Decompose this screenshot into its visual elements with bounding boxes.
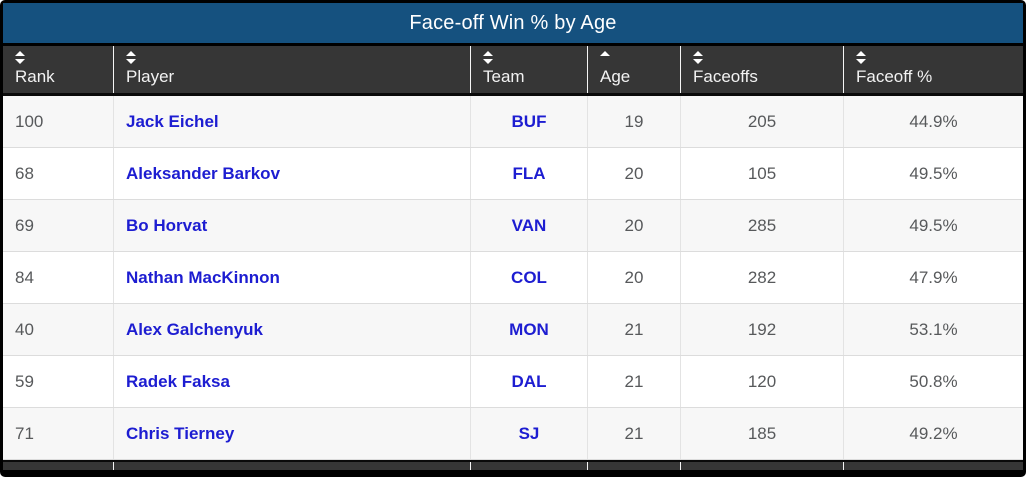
faceoffs-value: 205	[680, 96, 843, 147]
faceoff_pct-value: 49.2%	[843, 408, 1023, 459]
faceoff_pct-value: 49.5%	[843, 148, 1023, 199]
column-header-rank[interactable]: Rank	[3, 46, 113, 93]
faceoff_pct-value: 49.5%	[843, 200, 1023, 251]
faceoff_pct-value: 44.9%	[843, 96, 1023, 147]
player-name-link[interactable]: Aleksander Barkov	[113, 148, 470, 199]
table-title-bar: Face-off Win % by Age	[3, 3, 1023, 43]
player-name-link[interactable]: Bo Horvat	[113, 200, 470, 251]
table-row: 100 Jack Eichel BUF 19 205 44.9%	[3, 96, 1023, 148]
sort-up-arrow-icon	[600, 51, 612, 56]
team-link[interactable]: BUF	[470, 96, 587, 147]
sort-up-down-arrows-icon	[483, 51, 495, 64]
footer-strip-cell	[843, 462, 1023, 470]
team-link[interactable]: DAL	[470, 356, 587, 407]
sort-up-down-arrows-icon	[693, 51, 705, 64]
table-row: 69 Bo Horvat VAN 20 285 49.5%	[3, 200, 1023, 252]
footer-strip-cell	[680, 462, 843, 470]
column-header-player[interactable]: Player	[113, 46, 470, 93]
faceoff_pct-value: 53.1%	[843, 304, 1023, 355]
table-row: 68 Aleksander Barkov FLA 20 105 49.5%	[3, 148, 1023, 200]
footer-strip-cell	[113, 462, 470, 470]
faceoffs-value: 105	[680, 148, 843, 199]
rank-value: 69	[15, 215, 34, 235]
rank-value: 68	[15, 163, 34, 183]
table-row: 40 Alex Galchenyuk MON 21 192 53.1%	[3, 304, 1023, 356]
age-value: 20	[587, 200, 680, 251]
faceoffs-value: 282	[680, 252, 843, 303]
table-title: Face-off Win % by Age	[409, 11, 617, 34]
footer-strip-cell	[587, 462, 680, 470]
player-name-link[interactable]: Chris Tierney	[113, 408, 470, 459]
rank-value: 71	[15, 423, 34, 443]
team-link[interactable]: SJ	[470, 408, 587, 459]
age-value: 21	[587, 356, 680, 407]
age-value: 19	[587, 96, 680, 147]
rank-value: 59	[15, 371, 34, 391]
player-name-link[interactable]: Nathan MacKinnon	[113, 252, 470, 303]
column-header-team[interactable]: Team	[470, 46, 587, 93]
column-header-faceoff_pct[interactable]: Faceoff %	[843, 46, 1023, 93]
team-link[interactable]: FLA	[470, 148, 587, 199]
age-value: 21	[587, 304, 680, 355]
footer-strip-cell	[470, 462, 587, 470]
faceoffs-value: 185	[680, 408, 843, 459]
column-header-label: Rank	[15, 67, 55, 86]
column-header-faceoffs[interactable]: Faceoffs	[680, 46, 843, 93]
faceoffs-value: 285	[680, 200, 843, 251]
column-header-label: Faceoff %	[856, 67, 933, 86]
column-header-label: Team	[483, 67, 525, 86]
rank-value: 40	[15, 319, 34, 339]
table-body: 100 Jack Eichel BUF 19 205 44.9% 68 Aleksander …	[3, 96, 1023, 460]
team-link[interactable]: VAN	[470, 200, 587, 251]
player-name-link[interactable]: Radek Faksa	[113, 356, 470, 407]
column-header-age[interactable]: Age	[587, 46, 680, 93]
table-footer-strip	[3, 460, 1023, 470]
player-name-link[interactable]: Jack Eichel	[113, 96, 470, 147]
faceoff_pct-value: 50.8%	[843, 356, 1023, 407]
age-value: 20	[587, 148, 680, 199]
table-row: 59 Radek Faksa DAL 21 120 50.8%	[3, 356, 1023, 408]
age-value: 20	[587, 252, 680, 303]
column-header-label: Player	[126, 67, 175, 86]
table-row: 84 Nathan MacKinnon COL 20 282 47.9%	[3, 252, 1023, 304]
player-name-link[interactable]: Alex Galchenyuk	[113, 304, 470, 355]
sort-up-down-arrows-icon	[15, 51, 27, 64]
rank-value: 100	[15, 111, 44, 131]
footer-strip-cell	[3, 462, 113, 470]
faceoffs-value: 120	[680, 356, 843, 407]
sort-up-down-arrows-icon	[126, 51, 138, 64]
team-link[interactable]: MON	[470, 304, 587, 355]
team-link[interactable]: COL	[470, 252, 587, 303]
faceoffs-value: 192	[680, 304, 843, 355]
table-row: 71 Chris Tierney SJ 21 185 49.2%	[3, 408, 1023, 460]
column-header-label: Age	[600, 67, 631, 86]
sort-up-down-arrows-icon	[856, 51, 868, 64]
faceoff_pct-value: 47.9%	[843, 252, 1023, 303]
rank-value: 84	[15, 267, 34, 287]
column-header-label: Faceoffs	[693, 67, 758, 86]
table-header-row: Rank Player Team Age Faceoffs Faceoff %	[3, 46, 1023, 96]
age-value: 21	[587, 408, 680, 459]
